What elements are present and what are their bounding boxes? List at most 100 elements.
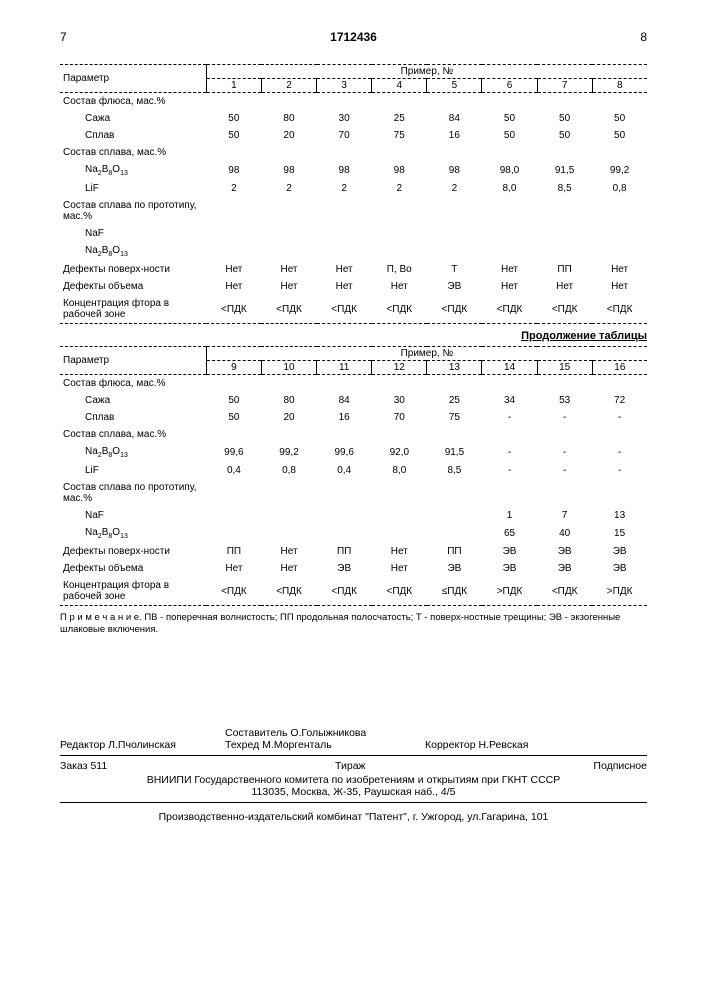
data-cell (206, 375, 261, 393)
data-cell: 70 (317, 127, 372, 144)
data-cell: 30 (372, 392, 427, 409)
data-cell (592, 144, 647, 161)
data-cell (372, 479, 427, 507)
data-cell: Нет (261, 543, 316, 560)
data-cell (537, 144, 592, 161)
data-cell: 75 (427, 409, 482, 426)
data-cell: 98 (427, 161, 482, 180)
data-cell: Нет (592, 261, 647, 278)
data-cell: Нет (317, 278, 372, 295)
row-label: Концентрация фтора в рабочей зоне (60, 295, 206, 324)
data-cell: 84 (427, 110, 482, 127)
data-table-2: ПараметрПример, №910111213141516Состав ф… (60, 346, 647, 606)
data-cell (317, 375, 372, 393)
data-cell (372, 242, 427, 261)
data-cell: 20 (261, 127, 316, 144)
data-cell: 2 (206, 180, 261, 197)
data-cell (206, 242, 261, 261)
data-cell: - (592, 443, 647, 462)
col-header: 14 (482, 361, 537, 375)
data-cell: 13 (592, 507, 647, 524)
data-cell: 50 (592, 127, 647, 144)
data-cell: 99,6 (317, 443, 372, 462)
data-cell: Нет (206, 261, 261, 278)
data-cell (372, 375, 427, 393)
data-cell: 98 (317, 161, 372, 180)
data-cell: - (482, 462, 537, 479)
continuation-label: Продолжение таблицы (60, 330, 647, 342)
data-cell (372, 225, 427, 242)
data-cell: <ПДК (482, 295, 537, 324)
data-cell: 91,5 (537, 161, 592, 180)
patent-number: 1712436 (330, 30, 377, 44)
page-header: 7 1712436 8 (60, 30, 647, 44)
data-cell: 50 (592, 110, 647, 127)
data-cell (427, 144, 482, 161)
data-cell (537, 93, 592, 111)
data-cell: Т (427, 261, 482, 278)
row-label: NaF (60, 507, 206, 524)
data-cell (537, 426, 592, 443)
data-cell: ЭВ (537, 543, 592, 560)
data-cell (482, 144, 537, 161)
data-cell: <ПДК (206, 577, 261, 606)
data-cell (372, 197, 427, 225)
col-header: 3 (317, 79, 372, 93)
data-cell: 50 (206, 409, 261, 426)
data-cell (482, 375, 537, 393)
data-cell: <ПДК (372, 577, 427, 606)
data-cell: 98,0 (482, 161, 537, 180)
row-label: Сплав (60, 409, 206, 426)
data-cell: 40 (537, 524, 592, 543)
data-cell (482, 479, 537, 507)
row-label: Дефекты объема (60, 278, 206, 295)
param-header: Параметр (60, 65, 206, 93)
data-cell (317, 197, 372, 225)
data-cell: 50 (482, 127, 537, 144)
data-cell: 50 (206, 392, 261, 409)
data-cell (372, 93, 427, 111)
data-cell (372, 144, 427, 161)
data-cell (317, 524, 372, 543)
data-cell: <ПДК (261, 577, 316, 606)
data-cell (427, 426, 482, 443)
page-right: 8 (640, 30, 647, 44)
data-cell: 99,6 (206, 443, 261, 462)
data-cell: ПП (206, 543, 261, 560)
data-cell: <ПДК (537, 295, 592, 324)
data-cell: 2 (427, 180, 482, 197)
data-cell: <ПДК (372, 295, 427, 324)
row-label: NaF (60, 225, 206, 242)
row-label: Дефекты объема (60, 560, 206, 577)
data-cell: 80 (261, 110, 316, 127)
data-cell: Нет (372, 560, 427, 577)
org-line: ВНИИПИ Государственного комитета по изоб… (60, 774, 647, 786)
data-cell (592, 426, 647, 443)
data-cell: 2 (261, 180, 316, 197)
data-cell (372, 507, 427, 524)
col-header: 9 (206, 361, 261, 375)
data-cell: Нет (317, 261, 372, 278)
data-cell: >ПДК (592, 577, 647, 606)
data-cell: - (482, 443, 537, 462)
data-cell: 7 (537, 507, 592, 524)
data-cell: 8,0 (482, 180, 537, 197)
data-cell: ≤ПДК (427, 577, 482, 606)
data-cell: 0,4 (206, 462, 261, 479)
data-cell: Нет (537, 278, 592, 295)
data-cell (261, 507, 316, 524)
row-label: Дефекты поверх-ности (60, 261, 206, 278)
row-label: Концентрация фтора в рабочей зоне (60, 577, 206, 606)
data-cell: 25 (427, 392, 482, 409)
row-label: Сажа (60, 110, 206, 127)
data-cell (317, 225, 372, 242)
data-cell: ЭВ (427, 278, 482, 295)
data-cell: 0,4 (317, 462, 372, 479)
addr-line: 113035, Москва, Ж-35, Раушская наб., 4/5 (60, 786, 647, 798)
data-cell: 84 (317, 392, 372, 409)
row-label: Na2B8O13 (60, 242, 206, 261)
data-cell: - (537, 409, 592, 426)
data-cell (261, 144, 316, 161)
data-cell: Нет (206, 278, 261, 295)
param-header: Параметр (60, 347, 206, 375)
